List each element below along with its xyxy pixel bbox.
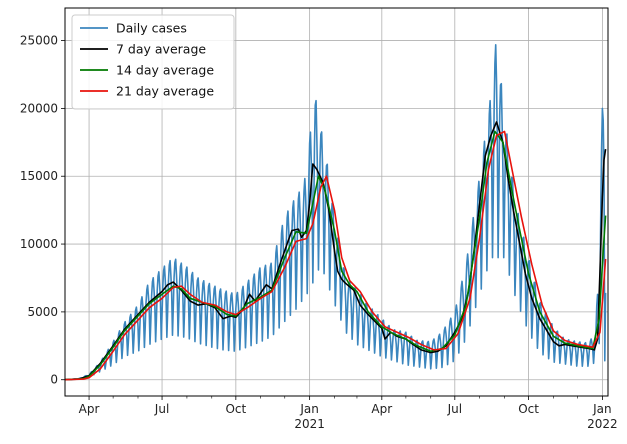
x-tick-label: Jul <box>447 402 462 416</box>
x-tick-sublabel: 2021 <box>294 417 325 431</box>
x-tick-label: Oct <box>225 402 246 416</box>
x-tick-label: Jul <box>154 402 169 416</box>
legend-box <box>71 14 235 110</box>
plot-frame <box>64 7 609 397</box>
x-tick-label: Apr <box>79 402 100 416</box>
series-7-day-average <box>64 121 607 381</box>
series-daily-cases <box>64 44 607 381</box>
x-tick-label: Jan <box>592 402 612 416</box>
x-tick-label: Jan <box>299 402 319 416</box>
y-tick-label: 10000 <box>20 237 58 251</box>
legend-label: 7 day average <box>116 42 206 57</box>
y-tick-label: 20000 <box>20 101 58 115</box>
legend-label: 21 day average <box>116 84 214 99</box>
legend: Daily cases 7 day average 14 day average 21… <box>71 14 235 110</box>
series-14-day-average <box>64 130 607 381</box>
series-21-day-average <box>64 130 607 381</box>
x-tick-label: Apr <box>371 402 392 416</box>
y-tick-label: 0 <box>50 373 58 387</box>
series-lines <box>64 44 607 381</box>
y-tick-label: 5000 <box>27 305 58 319</box>
y-tick-label: 15000 <box>20 169 58 183</box>
x-tick-label: Oct <box>518 402 539 416</box>
y-tick-label: 25000 <box>20 34 58 48</box>
x-tick-sublabel: 2022 <box>587 417 618 431</box>
legend-label: Daily cases <box>116 21 187 36</box>
legend-label: 14 day average <box>116 63 214 78</box>
